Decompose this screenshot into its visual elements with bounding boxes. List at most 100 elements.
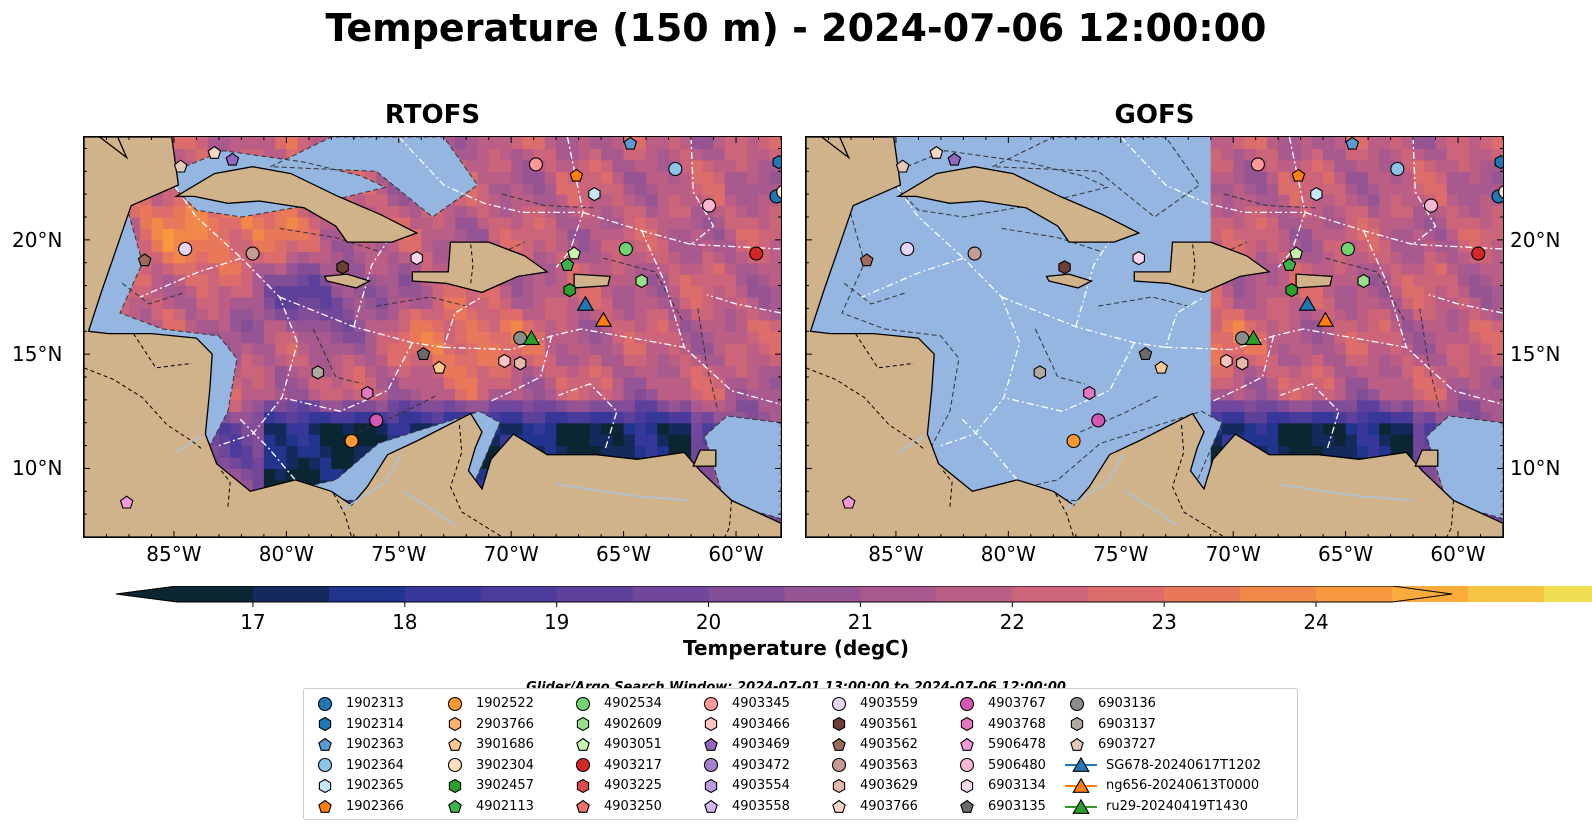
legend-item[interactable]: 6903136 <box>1064 693 1156 714</box>
platform-marker-4903562[interactable] <box>137 253 152 267</box>
platform-marker-4903051[interactable] <box>1289 246 1303 260</box>
platform-marker-4903562[interactable] <box>859 253 874 267</box>
legend-item[interactable]: 4902534 <box>570 693 662 714</box>
legend-item[interactable]: 4903472 <box>698 755 790 776</box>
legend-item[interactable]: 1902364 <box>312 755 404 776</box>
legend-item[interactable]: 4902113 <box>442 796 534 817</box>
platform-marker-6903137[interactable] <box>1033 365 1047 380</box>
glider-marker-ng656-20240613T0000[interactable] <box>1316 311 1335 327</box>
legend-item[interactable]: 4903469 <box>698 734 790 755</box>
platform-marker-4903766[interactable] <box>929 145 944 159</box>
legend-item[interactable]: 4903554 <box>698 775 790 796</box>
platform-marker-4902534[interactable] <box>618 241 633 257</box>
legend-item[interactable]: ru29-20240419T1430 <box>1064 796 1248 817</box>
platform-marker-3901686[interactable] <box>432 360 447 374</box>
platform-marker-3902457[interactable] <box>1285 282 1298 298</box>
legend-item[interactable]: ng656-20240613T0000 <box>1064 775 1259 796</box>
platform-marker-4903767[interactable] <box>369 413 384 428</box>
legend-item[interactable]: 6903727 <box>1064 734 1156 755</box>
legend-item[interactable]: 4903559 <box>826 693 918 714</box>
platform-marker-1902522[interactable] <box>344 433 359 449</box>
legend-item[interactable]: 4903563 <box>826 755 918 776</box>
platform-marker-4903766[interactable] <box>207 145 222 159</box>
platform-marker-4903559[interactable] <box>900 241 915 257</box>
platform-marker-3902304[interactable] <box>1498 185 1503 199</box>
platform-marker-4903561[interactable] <box>1058 260 1071 275</box>
glider-marker-ru29-20240419T1430[interactable] <box>1244 329 1263 345</box>
gofs-map[interactable] <box>805 136 1504 538</box>
legend-item[interactable]: 1902363 <box>312 734 404 755</box>
platform-marker-4903051[interactable] <box>567 246 581 260</box>
platform-marker-6903727[interactable] <box>173 159 188 173</box>
legend-item[interactable]: 1902366 <box>312 796 404 817</box>
platform-marker-4902113[interactable] <box>1282 257 1297 271</box>
platform-marker-6903727[interactable] <box>895 159 910 173</box>
platform-marker-4902609[interactable] <box>635 273 648 289</box>
glider-marker-SG678-20240617T1202[interactable] <box>576 295 595 311</box>
platform-marker-4903559[interactable] <box>178 241 193 257</box>
platform-marker-4902534[interactable] <box>1340 241 1355 257</box>
platform-marker-1902365[interactable] <box>588 186 601 202</box>
platform-marker-4903561[interactable] <box>336 260 349 275</box>
platform-marker-4903469[interactable] <box>225 152 240 166</box>
legend-item[interactable]: 4902609 <box>570 714 662 735</box>
glider-marker-ng656-20240613T0000[interactable] <box>594 311 613 327</box>
legend-item[interactable]: 1902522 <box>442 693 534 714</box>
platform-marker-4903629[interactable] <box>514 356 527 371</box>
platform-marker-3902304[interactable] <box>776 185 781 199</box>
platform-marker-5906480[interactable] <box>702 198 717 213</box>
platform-marker-1902364[interactable] <box>668 161 683 177</box>
platform-marker-1902366[interactable] <box>569 168 584 182</box>
legend-item[interactable]: 4903629 <box>826 775 918 796</box>
legend-item[interactable]: 4903051 <box>570 734 662 755</box>
legend-item[interactable]: 6903135 <box>954 796 1046 817</box>
platform-marker-1902364[interactable] <box>1390 161 1405 177</box>
platform-marker-3902457[interactable] <box>563 282 576 298</box>
legend-item[interactable]: 4903558 <box>698 796 790 817</box>
platform-marker-4903466[interactable] <box>498 353 511 369</box>
platform-marker-4903217[interactable] <box>1471 246 1486 261</box>
platform-marker-4903629[interactable] <box>1236 356 1249 371</box>
legend-item[interactable]: 4903766 <box>826 796 918 817</box>
legend-item[interactable]: 4903345 <box>698 693 790 714</box>
rtofs-map[interactable] <box>83 136 782 538</box>
legend-item[interactable]: 1902365 <box>312 775 404 796</box>
platform-marker-5906480[interactable] <box>1424 198 1439 213</box>
legend-item[interactable]: 3902457 <box>442 775 534 796</box>
legend-item[interactable]: 5906480 <box>954 755 1046 776</box>
platform-marker-3901686[interactable] <box>1154 360 1169 374</box>
platform-marker-4903217[interactable] <box>749 246 764 261</box>
legend-item[interactable]: 4903768 <box>954 714 1046 735</box>
legend-item[interactable]: 5906478 <box>954 734 1046 755</box>
platform-marker-6903134[interactable] <box>1132 250 1145 266</box>
platform-marker-4903345[interactable] <box>528 157 543 172</box>
glider-marker-ru29-20240419T1430[interactable] <box>522 329 541 345</box>
platform-marker-6903134[interactable] <box>410 250 423 266</box>
platform-marker-1902522[interactable] <box>1066 433 1081 449</box>
legend-item[interactable]: 4903250 <box>570 796 662 817</box>
platform-marker-1902366[interactable] <box>1291 168 1306 182</box>
platform-marker-4903768[interactable] <box>361 385 374 401</box>
legend-item[interactable]: 2903766 <box>442 714 534 735</box>
platform-marker-1902363[interactable] <box>623 137 638 150</box>
platform-marker-6903137[interactable] <box>311 365 325 380</box>
platform-marker-4903345[interactable] <box>1250 157 1265 172</box>
platform-marker-1902314[interactable] <box>1494 154 1503 170</box>
platform-marker-4903768[interactable] <box>1083 385 1096 401</box>
platform-marker-4903563[interactable] <box>245 246 260 261</box>
legend-item[interactable]: 4903225 <box>570 775 662 796</box>
platform-marker-4903469[interactable] <box>947 152 962 166</box>
platform-marker-4903466[interactable] <box>1220 353 1233 369</box>
legend-item[interactable]: 1902314 <box>312 714 404 735</box>
legend-item[interactable]: SG678-20240617T1202 <box>1064 755 1261 776</box>
platform-marker-4903767[interactable] <box>1091 413 1106 428</box>
legend-item[interactable]: 4903217 <box>570 755 662 776</box>
glider-marker-SG678-20240617T1202[interactable] <box>1298 295 1317 311</box>
platform-marker-1902314[interactable] <box>772 154 781 170</box>
platform-marker-1902365[interactable] <box>1310 186 1323 202</box>
platform-marker-6903135[interactable] <box>1138 346 1153 360</box>
legend-item[interactable]: 4903562 <box>826 734 918 755</box>
platform-marker-6903135[interactable] <box>416 346 431 360</box>
legend-item[interactable]: 3901686 <box>442 734 534 755</box>
platform-marker-1902363[interactable] <box>1345 137 1360 150</box>
